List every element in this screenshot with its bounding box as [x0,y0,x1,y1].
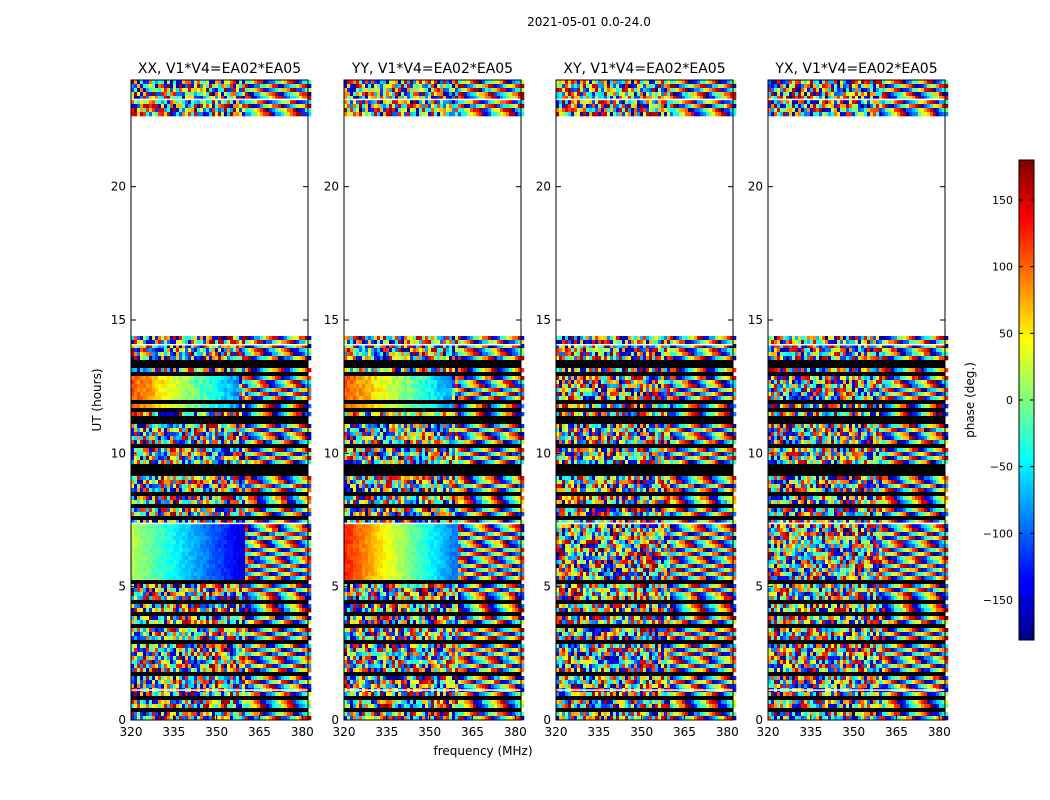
x-tick-label: 320 [333,725,356,739]
x-tick-label: 365 [461,725,484,739]
figure-suptitle: 2021-05-01 0.0-24.0 [527,15,651,29]
colorbar-tick-label: −100 [983,527,1013,540]
heatmap-image [556,80,737,721]
y-tick-label: 20 [748,180,763,194]
panel-title: XX, V1*V4=EA02*EA05 [138,61,301,77]
colorbar-label: phase (deg.) [963,362,977,438]
y-tick-label: 15 [748,313,763,327]
x-tick-label: 350 [205,725,228,739]
panel-title: YY, V1*V4=EA02*EA05 [351,61,513,77]
x-tick-label: 350 [418,725,441,739]
y-tick-label: 10 [111,446,126,460]
y-tick-label: 10 [324,446,339,460]
x-tick-label: 365 [885,725,908,739]
x-tick-label: 335 [799,725,822,739]
x-tick-label: 350 [842,725,865,739]
x-tick-label: 320 [120,725,143,739]
x-tick-label: 350 [630,725,653,739]
x-axis-label: frequency (MHz) [433,744,532,758]
y-tick-label: 20 [111,180,126,194]
x-tick-label: 335 [162,725,185,739]
x-tick-label: 365 [248,725,271,739]
panel-title: XY, V1*V4=EA02*EA05 [563,61,725,77]
y-tick-label: 10 [536,446,551,460]
panel-frame [130,79,309,721]
panel-frame [343,79,522,721]
panel-2: YY, V1*V4=EA02*EA05 0 5 10 15 20 320 335 350 365 3… [324,61,527,739]
y-tick-label: 0 [331,713,339,727]
panel-1: XX, V1*V4=EA02*EA05 0 5 10 15 20 320 335 350 365 3… [111,61,314,739]
y-tick-label: 5 [331,580,339,594]
colorbar-tick-label: 150 [992,194,1013,207]
x-tick-label: 380 [716,725,739,739]
x-tick-label: 320 [545,725,568,739]
y-tick-label: 15 [536,313,551,327]
x-tick-label: 365 [673,725,696,739]
heatmap-image [768,80,949,721]
colorbar-ticks: −150 −100 −50 0 50 100 150 [983,194,1034,607]
colorbar-tick-label: −150 [983,594,1013,607]
y-tick-label: 0 [118,713,126,727]
heatmap-image [131,80,312,721]
x-tick-label: 335 [375,725,398,739]
panel-4: YX, V1*V4=EA02*EA05 0 5 10 15 20 320 335 350 365 3… [748,61,951,739]
colorbar: −150 −100 −50 0 50 100 150 phase (deg.) [963,159,1035,641]
y-tick-label: 10 [748,446,763,460]
x-tick-label: 380 [928,725,951,739]
colorbar-tick-label: 100 [992,261,1013,274]
panels: XX, V1*V4=EA02*EA05 0 5 10 15 20 320 335 350 365 3… [111,61,951,739]
y-axis-label: UT (hours) [90,368,104,431]
y-tick-label: 20 [536,180,551,194]
y-tick-label: 20 [324,180,339,194]
x-tick-label: 335 [587,725,610,739]
colorbar-tick-label: 0 [1006,394,1013,407]
x-tick-label: 320 [757,725,780,739]
panel-title: YX, V1*V4=EA02*EA05 [774,61,937,77]
y-tick-label: 5 [118,580,126,594]
x-tick-label: 380 [291,725,314,739]
y-tick-label: 15 [111,313,126,327]
panel-3: XY, V1*V4=EA02*EA05 0 5 10 15 20 320 335 350 365 3… [536,61,739,739]
x-tick-label: 380 [504,725,527,739]
panel-frame [555,79,734,721]
heatmap-image [344,80,525,721]
y-tick-label: 5 [543,580,551,594]
colorbar-tick-label: 50 [999,327,1013,340]
colorbar-tick-label: −50 [990,461,1013,474]
y-tick-label: 0 [755,713,763,727]
y-tick-label: 15 [324,313,339,327]
y-tick-label: 0 [543,713,551,727]
panel-frame [767,79,946,721]
y-tick-label: 5 [755,580,763,594]
